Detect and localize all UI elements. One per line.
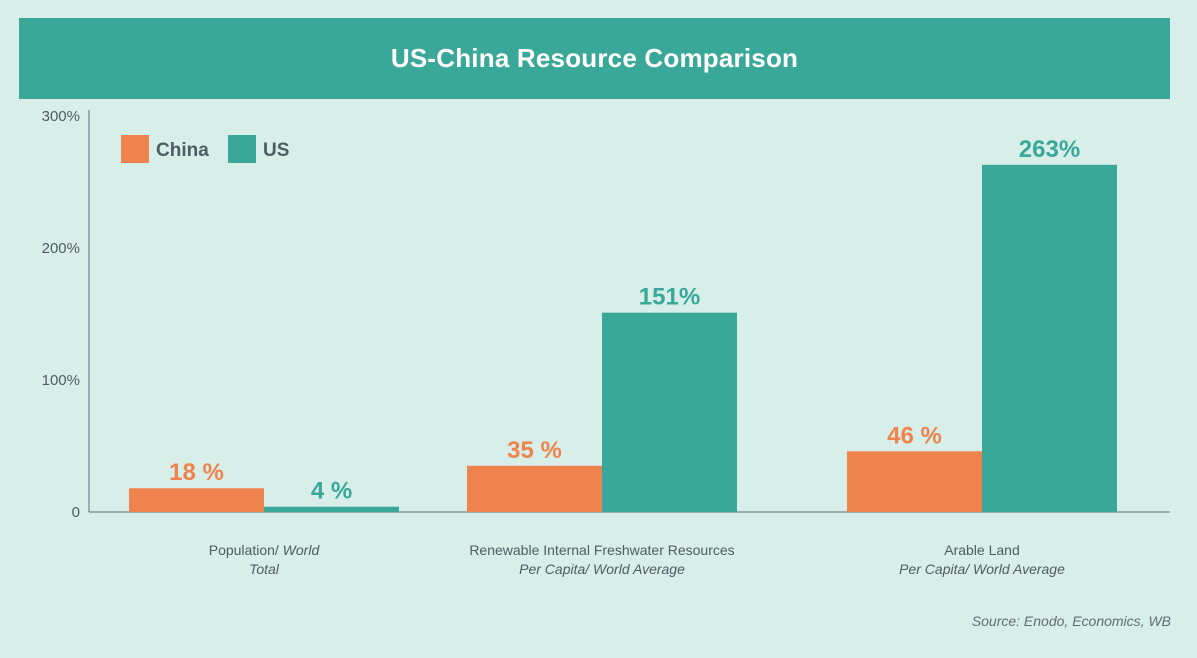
bar-china-1 (129, 488, 264, 512)
y-tick-label: 0 (72, 504, 80, 521)
legend-label-china: China (156, 140, 209, 161)
data-label-china-3: 46 % (887, 422, 942, 449)
y-tick-label: 200% (42, 240, 80, 257)
data-label-us-3: 263% (1019, 136, 1080, 163)
legend-swatch-us (228, 135, 256, 163)
category-label-line2: Per Capita/ World Average (519, 561, 685, 577)
bar-china-2 (467, 465, 602, 512)
category-label-line1: Renewable Internal Freshwater Resources (469, 542, 734, 558)
data-label-us-2: 151% (639, 284, 700, 311)
category-label-line2: Total (249, 561, 280, 577)
category-label-line2: Per Capita/ World Average (899, 561, 1065, 577)
data-label-china-1: 18 % (169, 459, 224, 486)
y-tick-label: 300% (42, 108, 80, 125)
category-label-line1: Arable Land (944, 542, 1020, 558)
bar-us-1 (264, 506, 399, 512)
source-note: Source: Enodo, Economics, WB (971, 613, 1171, 629)
legend-swatch-china (121, 135, 149, 163)
y-tick-label: 100% (42, 372, 80, 389)
legend-label-us: US (263, 140, 289, 161)
title-banner: US-China Resource Comparison (19, 18, 1170, 99)
data-label-china-2: 35 % (507, 437, 562, 464)
chart-title: US-China Resource Comparison (390, 43, 799, 73)
bar-us-2 (602, 312, 737, 512)
bar-china-3 (847, 451, 982, 512)
data-label-us-1: 4 % (311, 478, 352, 505)
category-label-line1: Population/ World (209, 542, 321, 558)
bar-us-3 (982, 164, 1117, 512)
